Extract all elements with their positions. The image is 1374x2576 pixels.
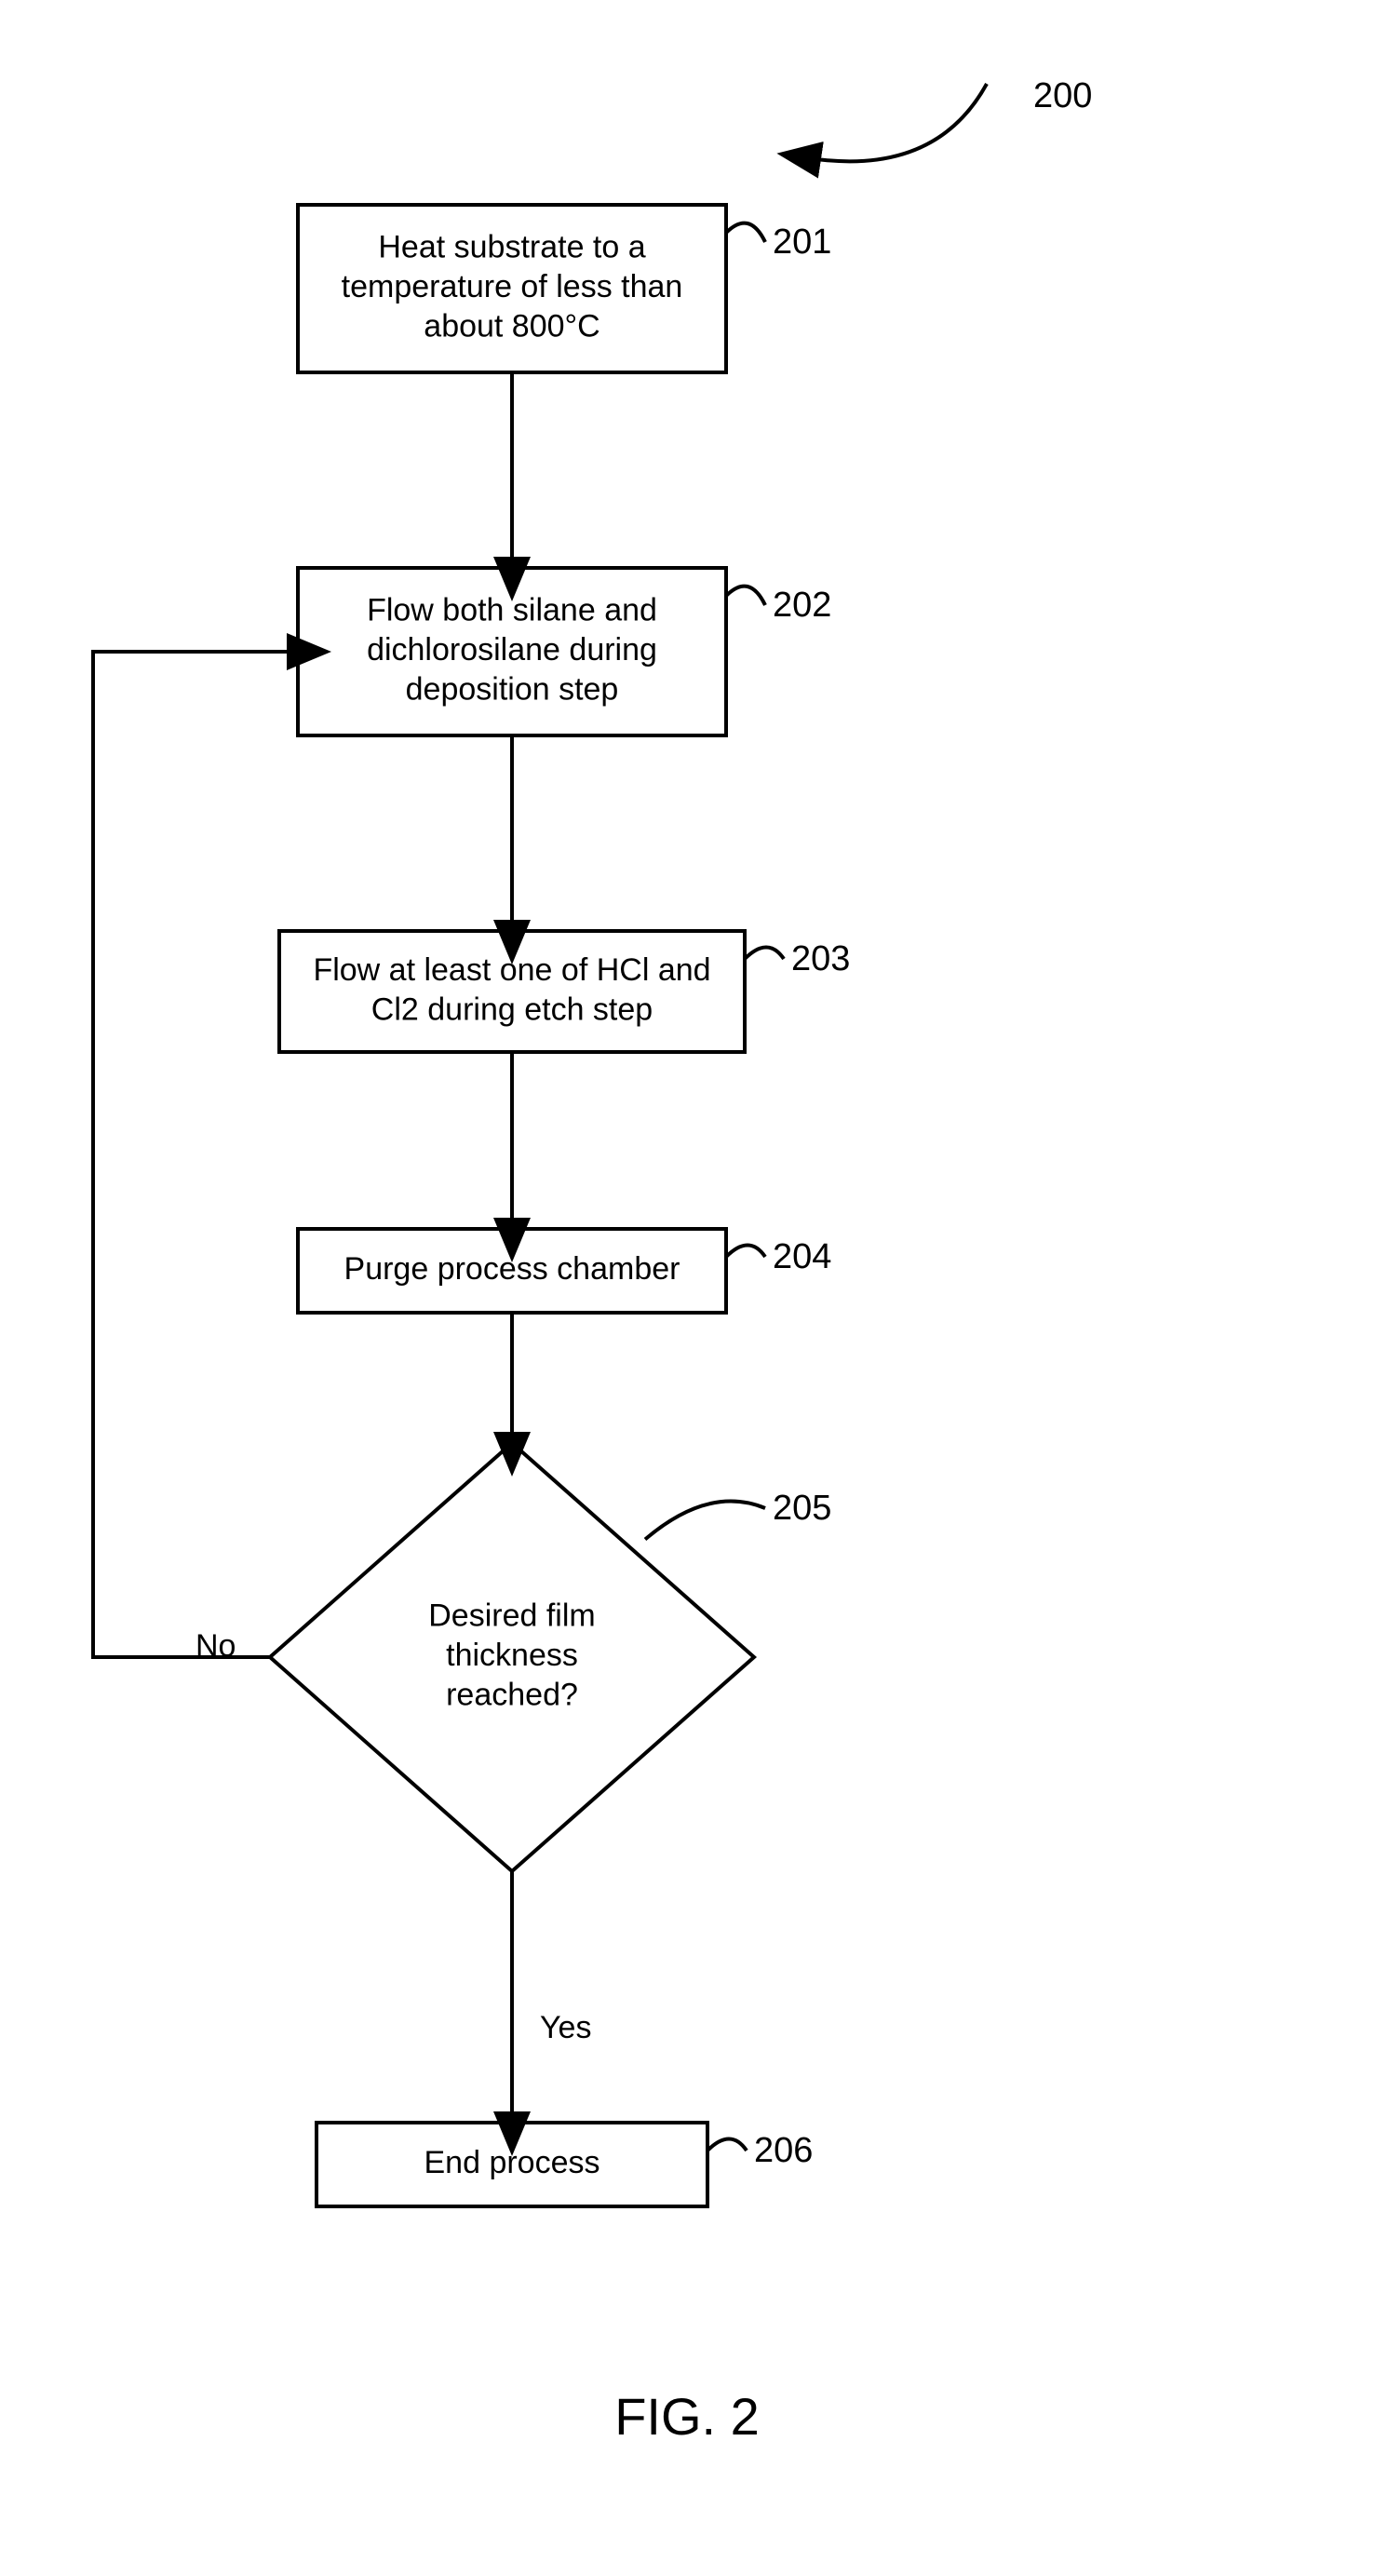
edge-label-yes: Yes bbox=[540, 2010, 591, 2045]
ref-label-202: 202 bbox=[773, 586, 831, 625]
figure-caption: FIG. 2 bbox=[614, 2387, 760, 2446]
ref-label-203: 203 bbox=[791, 939, 850, 978]
overall-ref-arrow bbox=[810, 84, 987, 161]
edge-n205-n202 bbox=[93, 652, 298, 1657]
node-text-205: Desired filmthicknessreached? bbox=[428, 1598, 595, 1712]
ref-leader bbox=[726, 223, 765, 242]
node-text-206: End process bbox=[424, 2145, 600, 2180]
ref-leader bbox=[745, 948, 784, 960]
ref-leader bbox=[726, 1246, 765, 1258]
edge-label-no: No bbox=[195, 1628, 236, 1664]
ref-leader bbox=[645, 1502, 765, 1540]
flowchart: 201Heat substrate to atemperature of les… bbox=[0, 0, 1374, 2576]
ref-label-204: 204 bbox=[773, 1237, 831, 1276]
ref-label-201: 201 bbox=[773, 223, 831, 262]
node-text-204: Purge process chamber bbox=[344, 1251, 680, 1287]
ref-leader bbox=[707, 2139, 747, 2151]
ref-label-205: 205 bbox=[773, 1489, 831, 1528]
ref-leader bbox=[726, 587, 765, 605]
overall-ref-label: 200 bbox=[1033, 76, 1092, 115]
ref-label-206: 206 bbox=[754, 2131, 813, 2170]
node-text-202: Flow both silane anddichlorosilane durin… bbox=[367, 592, 657, 707]
